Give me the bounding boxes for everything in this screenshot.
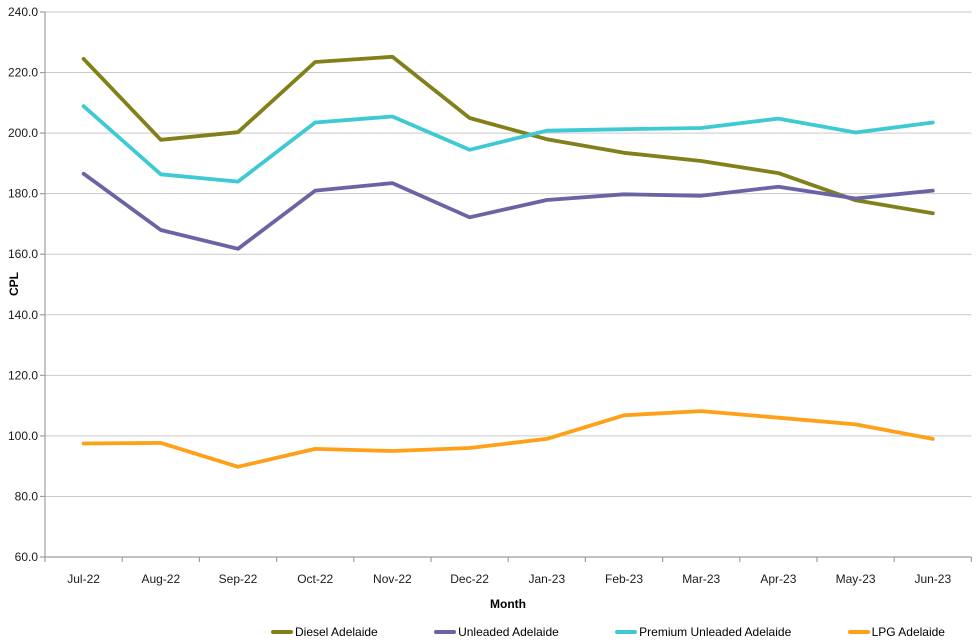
x-tick-label: Jan-23	[528, 572, 565, 586]
y-tick-label: 220.0	[8, 66, 38, 80]
legend-item-lpg-adelaide: LPG Adelaide	[847, 625, 945, 639]
y-axis-title: CPL	[7, 272, 21, 296]
legend-label: LPG Adelaide	[871, 625, 945, 639]
x-tick-label: Jun-23	[914, 572, 951, 586]
x-tick-label: Apr-23	[760, 572, 796, 586]
tick-labels-group: 240.0 220.0 200.0 180.0 160.0 140.0 120.0 100.0…	[8, 5, 951, 586]
series-line-premium-unleaded-adelaide	[81, 104, 935, 184]
y-tick-label: 240.0	[8, 5, 38, 19]
legend-swatch-premium-unleaded-icon	[615, 630, 638, 634]
y-tick-label: 160.0	[8, 247, 38, 261]
x-tick-label: Nov-22	[373, 572, 412, 586]
series-lines-group	[81, 54, 935, 469]
y-tick-label: 120.0	[8, 368, 38, 382]
legend-item-diesel-adelaide: Diesel Adelaide	[271, 625, 378, 639]
series-line-lpg-adelaide	[81, 409, 935, 469]
y-tick-label: 180.0	[8, 187, 38, 201]
legend-label: Unleaded Adelaide	[458, 625, 559, 639]
y-tick-label: 140.0	[8, 308, 38, 322]
x-tick-label: Sep-22	[219, 572, 258, 586]
legend-label: Diesel Adelaide	[295, 625, 378, 639]
legend-label: Premium Unleaded Adelaide	[639, 625, 792, 639]
x-tick-label: Mar-23	[682, 572, 720, 586]
gridlines-group	[45, 11, 972, 497]
series-line-diesel-adelaide	[81, 54, 935, 216]
axes-group	[40, 11, 973, 562]
x-tick-label: Jul-22	[67, 572, 100, 586]
legend-item-unleaded-adelaide: Unleaded Adelaide	[434, 625, 559, 639]
legend: Diesel Adelaide Unleaded Adelaide Premiu…	[271, 625, 945, 639]
x-tick-label: Dec-22	[450, 572, 489, 586]
x-tick-label: Aug-22	[141, 572, 180, 586]
legend-item-premium-unleaded-adelaide: Premium Unleaded Adelaide	[615, 625, 791, 639]
legend-swatch-lpg-icon	[847, 630, 870, 634]
y-tick-label: 200.0	[8, 126, 38, 140]
legend-swatch-unleaded-icon	[434, 630, 457, 634]
y-tick-label: 80.0	[15, 489, 39, 503]
x-axis-title: Month	[490, 597, 526, 611]
series-line-unleaded-adelaide	[81, 171, 935, 251]
x-tick-label: May-23	[836, 572, 876, 586]
x-tick-label: Feb-23	[605, 572, 643, 586]
legend-swatch-diesel-icon	[271, 630, 293, 634]
y-tick-label: 100.0	[8, 429, 38, 443]
x-tick-label: Oct-22	[297, 572, 333, 586]
y-tick-label: 60.0	[15, 550, 39, 564]
